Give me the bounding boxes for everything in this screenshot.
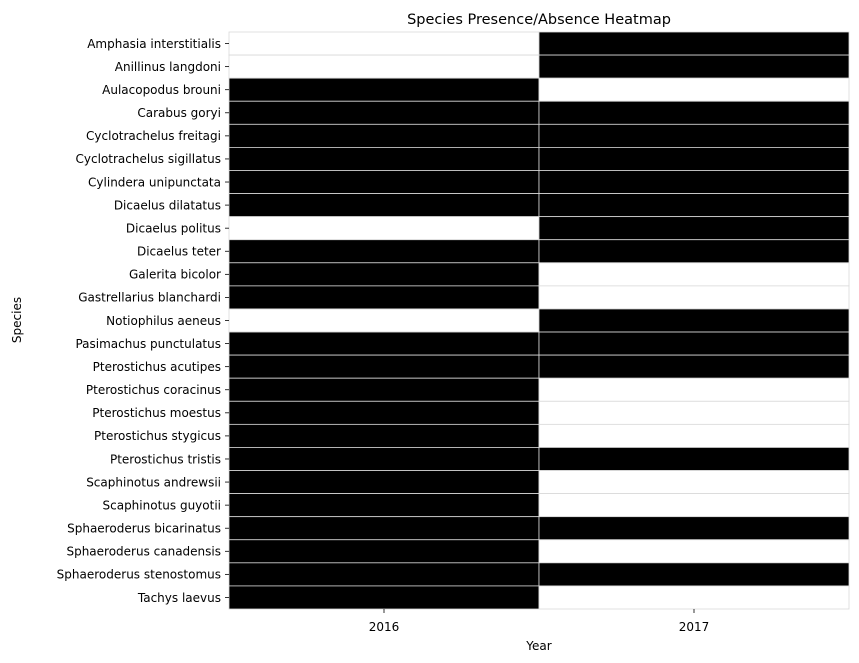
heatmap-cell bbox=[228, 123, 540, 148]
heatmap-cell bbox=[538, 216, 850, 241]
heatmap-cell bbox=[228, 493, 540, 518]
y-tick-label: Dicaelus dilatatus bbox=[114, 198, 221, 212]
y-tick-label: Pterostichus acutipes bbox=[93, 360, 221, 374]
heatmap-cell bbox=[538, 100, 850, 125]
heatmap-cell bbox=[228, 54, 540, 79]
heatmap-cell bbox=[228, 470, 540, 494]
heatmap-cell bbox=[538, 146, 850, 171]
y-tick-label: Pterostichus coracinus bbox=[86, 383, 221, 397]
y-tick-label: Cyclotrachelus freitagi bbox=[86, 129, 221, 143]
y-tick-label: Anillinus langdoni bbox=[115, 60, 221, 74]
heatmap-cell bbox=[538, 470, 850, 494]
heatmap-cell bbox=[228, 539, 540, 564]
heatmap-cell bbox=[538, 308, 850, 333]
heatmap-cell bbox=[228, 308, 540, 333]
y-tick-label: Notiophilus aeneus bbox=[106, 314, 221, 328]
heatmap-cell bbox=[538, 170, 850, 194]
heatmap-cell bbox=[228, 216, 540, 241]
y-tick-label: Carabus goryi bbox=[137, 106, 221, 120]
heatmap-cell bbox=[228, 170, 540, 194]
y-tick-label: Dicaelus teter bbox=[137, 245, 221, 259]
x-axis-label: Year bbox=[525, 639, 551, 653]
y-tick-label: Sphaeroderus stenostomus bbox=[57, 568, 221, 582]
y-tick-label: Scaphinotus andrewsii bbox=[86, 475, 221, 489]
heatmap-cell bbox=[538, 354, 850, 379]
y-tick-label: Gastrellarius blanchardi bbox=[78, 291, 221, 305]
heatmap-cell bbox=[228, 146, 540, 171]
heatmap-cell bbox=[538, 447, 850, 471]
y-tick-label: Dicaelus politus bbox=[126, 221, 221, 235]
heatmap-cell bbox=[538, 585, 850, 610]
heatmap-cell bbox=[538, 516, 850, 541]
x-tick-label: 2016 bbox=[369, 620, 400, 634]
y-tick-label: Pterostichus tristis bbox=[110, 452, 221, 466]
heatmap-cell bbox=[538, 423, 850, 448]
heatmap-cell bbox=[228, 562, 540, 587]
heatmap-cell bbox=[538, 193, 850, 218]
heatmap-cell bbox=[228, 423, 540, 448]
chart-title: Species Presence/Absence Heatmap bbox=[407, 12, 671, 28]
heatmap-cell bbox=[228, 31, 540, 56]
heatmap-cell bbox=[228, 285, 540, 310]
y-tick-label: Amphasia interstitialis bbox=[87, 37, 221, 51]
heatmap-cell bbox=[228, 585, 540, 610]
heatmap-cell bbox=[538, 239, 850, 264]
heatmap-cell bbox=[538, 54, 850, 79]
y-tick-label: Aulacopodus brouni bbox=[102, 83, 221, 97]
y-axis-label: Species bbox=[10, 297, 24, 343]
heatmap-cell bbox=[538, 262, 850, 287]
heatmap-cell bbox=[538, 285, 850, 310]
heatmap-cell bbox=[228, 239, 540, 264]
heatmap-cell bbox=[228, 77, 540, 102]
y-tick-label: Cylindera unipunctata bbox=[88, 175, 221, 189]
heatmap-cell bbox=[228, 377, 540, 402]
heatmap-cell bbox=[228, 100, 540, 125]
x-tick-labels: 2016 2017 bbox=[369, 609, 710, 634]
y-tick-label: Tachys laevus bbox=[137, 591, 221, 605]
heatmap-cell bbox=[538, 493, 850, 518]
heatmap-cell bbox=[228, 331, 540, 356]
heatmap-cell bbox=[538, 331, 850, 356]
heatmap-cell bbox=[228, 262, 540, 287]
heatmap-cell bbox=[228, 516, 540, 541]
heatmap-cell bbox=[228, 400, 540, 425]
heatmap-cell bbox=[538, 562, 850, 587]
x-tick-label: 2017 bbox=[679, 620, 710, 634]
heatmap-cell bbox=[538, 77, 850, 102]
y-tick-label: Cyclotrachelus sigillatus bbox=[76, 152, 221, 166]
y-tick-label: Pasimachus punctulatus bbox=[75, 337, 221, 351]
heatmap-cell bbox=[228, 447, 540, 471]
y-tick-label: Scaphinotus guyotii bbox=[103, 498, 222, 512]
heatmap-cell bbox=[538, 539, 850, 564]
heatmap-cell bbox=[538, 400, 850, 425]
y-tick-label: Pterostichus moestus bbox=[92, 406, 221, 420]
y-tick-label: Pterostichus stygicus bbox=[94, 429, 221, 443]
y-tick-label: Galerita bicolor bbox=[129, 268, 221, 282]
heatmap-cell bbox=[228, 354, 540, 379]
heatmap-cells bbox=[228, 31, 850, 610]
y-tick-label: Sphaeroderus canadensis bbox=[66, 545, 221, 559]
heatmap-cell bbox=[228, 193, 540, 218]
heatmap-cell bbox=[538, 31, 850, 56]
heatmap-cell bbox=[538, 123, 850, 148]
y-tick-labels: Amphasia interstitialis Anillinus langdon… bbox=[57, 37, 229, 605]
heatmap-cell bbox=[538, 377, 850, 402]
y-tick-label: Sphaeroderus bicarinatus bbox=[67, 522, 221, 536]
